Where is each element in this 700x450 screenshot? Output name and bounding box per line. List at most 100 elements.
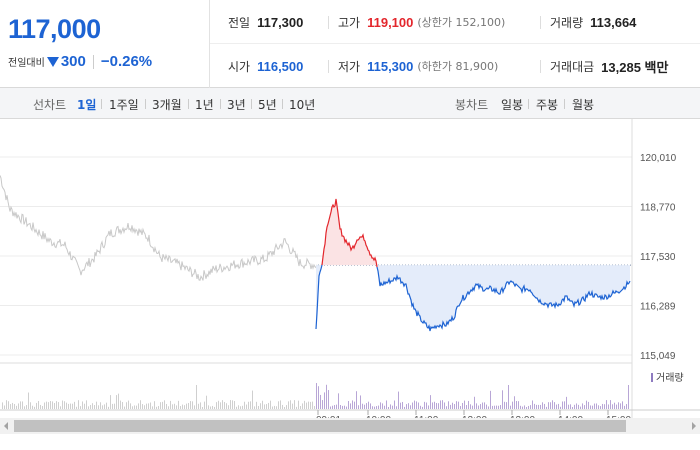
volume-bar [310,401,311,409]
volume-bar [480,404,481,409]
change-value: 300 [60,53,86,70]
volume-bar [588,401,589,409]
divider [251,99,252,109]
y-tick-label: 116,289 [640,302,676,313]
volume-bar [210,406,211,409]
volume-bar [396,406,397,409]
volume-bar [2,402,3,409]
stat-label: 시가 [228,59,251,74]
tab-5y[interactable]: 5년 [258,98,277,112]
volume-bar [212,405,213,409]
tab-1y[interactable]: 1년 [195,98,214,112]
tab-weekly[interactable]: 주봉 [536,98,559,112]
volume-bar [140,400,141,409]
volume-bar [288,401,289,409]
volume-bar [528,405,529,409]
volume-bar [198,403,199,409]
volume-bar [230,400,231,409]
volume-bar [494,405,495,409]
volume-bar [428,405,429,409]
volume-bar [606,400,607,409]
volume-bar [60,406,61,409]
volume-bar [294,400,295,409]
volume-bar [100,402,101,409]
volume-bar [328,390,329,409]
tab-3m[interactable]: 3개월 [152,98,182,112]
volume-bar [628,385,629,409]
volume-bar [488,406,489,409]
volume-bar [356,391,357,409]
tab-daily[interactable]: 일봉 [501,98,524,112]
volume-legend-swatch [651,373,653,382]
volume-bar [174,403,175,409]
lower-limit: (하한가 81,900) [417,60,499,73]
stat-value: 116,500 [257,58,304,74]
down-arrow-icon [46,56,59,67]
tab-monthly[interactable]: 월봉 [572,98,595,112]
stat-value: 117,300 [257,14,304,30]
tab-10y[interactable]: 10년 [289,98,316,112]
divider [101,99,102,109]
volume-bar [388,406,389,409]
volume-bar [624,405,625,409]
volume-bar [254,406,255,409]
volume-bar [240,406,241,409]
volume-bar [444,402,445,409]
volume-bar [334,405,335,409]
volume-bar [478,405,479,409]
volume-bar [28,392,29,409]
volume-bar [530,405,531,409]
volume-bar [372,406,373,409]
chart-tab-bar: 선차트 1일 1주일 3개월 1년 3년 5년 10년 봉차트 일봉 주봉 월봉 [0,88,700,119]
volume-bar [24,406,25,409]
stat-label: 전일 [228,15,251,30]
volume-bar [482,402,483,409]
stat-value: 119,100 [367,14,414,30]
previous-day-line [0,175,318,281]
volume-bar [556,404,557,409]
volume-bar [80,406,81,409]
volume-bar [228,405,229,409]
volume-bar [170,400,171,409]
tab-1w[interactable]: 1주일 [109,98,139,112]
volume-bar [582,403,583,409]
tab-3y[interactable]: 3년 [227,98,246,112]
tab-1d[interactable]: 1일 [77,98,97,112]
volume-bar [330,406,331,409]
volume-bar [412,402,413,409]
volume-bar [450,404,451,409]
volume-bar [542,402,543,409]
volume-bar [320,394,321,409]
price-box: 117,000 전일대비 300 −0.26% [0,0,210,88]
volume-bar [354,401,355,409]
volume-bar [108,406,109,409]
volume-bar [350,403,351,409]
stat-label: 저가 [338,59,361,74]
volume-bar [448,401,449,409]
volume-bar [268,402,269,409]
volume-bar [400,402,401,409]
stat-open: 시가 116,500 [228,44,303,88]
volume-bar [570,404,571,409]
volume-bar [558,403,559,409]
stat-value: 115,300 [367,58,414,74]
stat-value: 13,285 백만 [601,59,669,75]
volume-bar [486,404,487,409]
volume-bar [248,401,249,409]
volume-bar [18,403,19,409]
volume-bar [96,401,97,409]
volume-bar [608,404,609,409]
scrollbar-thumb[interactable] [14,420,626,432]
volume-bar [292,403,293,409]
volume-bar [394,400,395,409]
scroll-left-arrow-icon[interactable] [4,422,8,430]
volume-bar [336,404,337,409]
volume-bar [326,384,327,409]
volume-bar [120,400,121,409]
volume-bar [430,395,431,409]
volume-bar [316,383,317,409]
volume-bar [86,400,87,409]
stat-prev-close: 전일 117,300 [228,0,303,44]
volume-bar [90,404,91,409]
scroll-right-arrow-icon[interactable] [692,422,696,430]
